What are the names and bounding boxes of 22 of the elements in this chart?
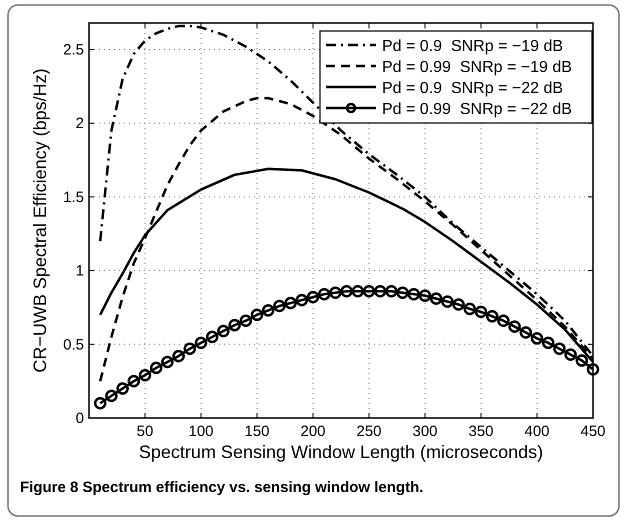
x-tick-label: 350 [468,423,494,440]
x-tick-label: 200 [300,423,326,440]
caption: Figure 8 Spectrum efficiency vs. sensing window length. [20,479,424,496]
legend-label: Pd = 0.99 SNRp = −19 dB [382,59,572,76]
x-tick-label: 150 [244,423,270,440]
x-axis-title: Spectrum Sensing Window Length (microseconds) [138,442,544,462]
y-tick-label: 2.5 [63,42,84,59]
y-tick-label: 1 [76,262,84,280]
y-tick-label: 2 [76,115,84,132]
x-tick-label: 50 [136,423,154,440]
legend-label: Pd = 0.9 SNRp = −19 dB [382,38,564,55]
y-tick-label: 1.5 [63,188,84,206]
x-tick-label: 250 [356,423,382,440]
x-tick-label: 300 [412,423,438,440]
y-tick-label: 0.5 [63,336,84,354]
x-tick-label: 100 [188,423,214,440]
x-tick-label: 400 [524,423,550,440]
legend-label: Pd = 0.9 SNRp = −22 dB [382,80,564,97]
y-tick-label: 0 [76,410,84,427]
y-axis-title: CR−UWB Spectral Efficiency (bps/Hz) [30,68,50,373]
x-tick-label: 450 [580,423,606,440]
legend-label: Pd = 0.99 SNRp = −22 dB [382,101,572,118]
